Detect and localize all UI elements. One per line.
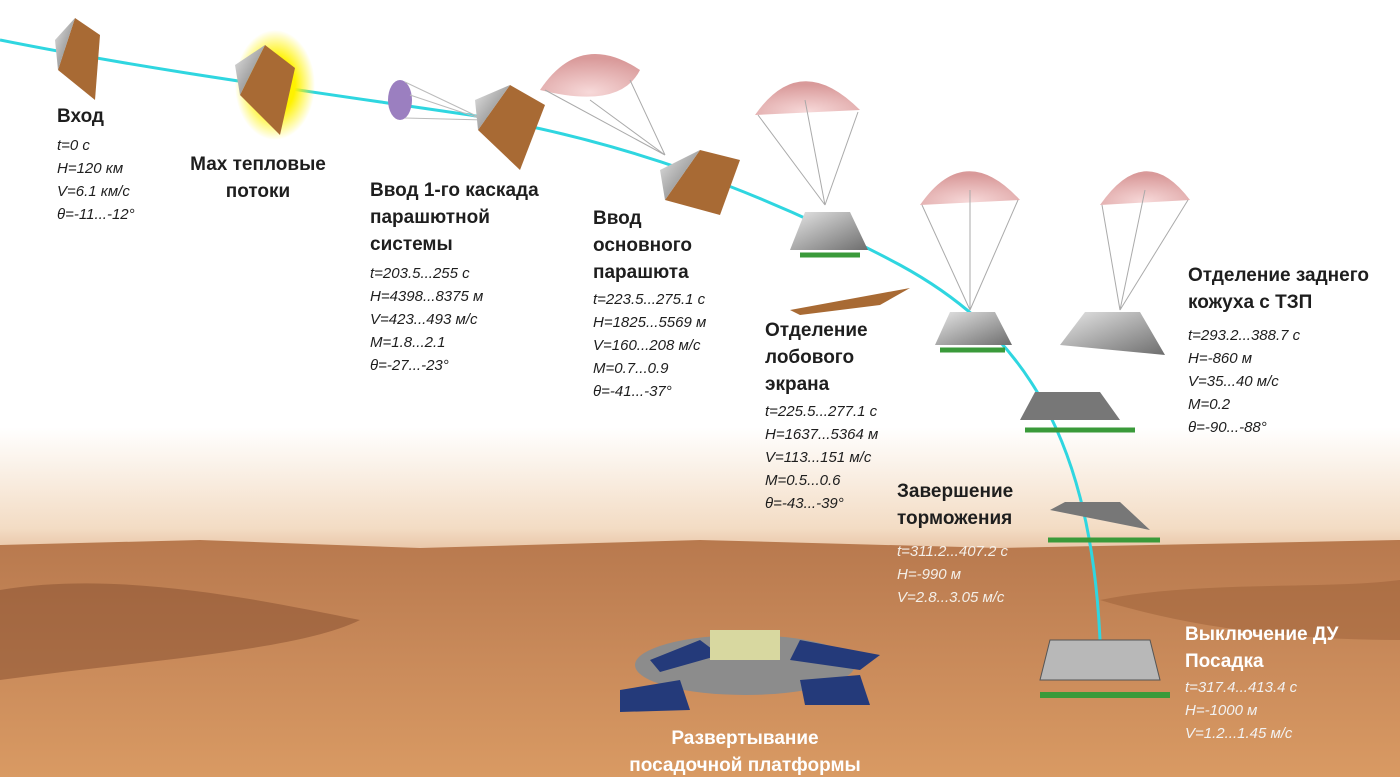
stage-title: парашютной [370,207,490,228]
stage-title: кожуха с ТЗП [1188,292,1312,313]
stage-title: системы [370,234,453,255]
stage-param: H=4398...8375 м [370,288,483,305]
stage-title: Выключение ДУ [1185,624,1339,645]
stage-param: M=1.8...2.1 [370,334,445,351]
stage-param: V=2.8...3.05 м/с [897,589,1005,606]
stage-title: лобового [765,347,854,368]
stage-param: H=1637...5364 м [765,426,878,443]
stage-title: Развертывание [671,728,818,749]
stage-param: H=-1000 м [1185,702,1257,719]
stage-param: M=0.5...0.6 [765,472,841,489]
stage-param: H=-860 м [1188,350,1252,367]
illustration: Вход t=0 с H=120 км V=6.1 км/с θ=-11...-12° М… [0,0,1400,777]
stage-title: Ввод 1-го каскада [370,180,539,201]
stage-param: H=120 км [57,160,123,177]
stage-param: θ=-11...-12° [57,206,135,223]
stage-param: t=293.2...388.7 с [1188,327,1301,344]
stage-param: t=225.5...277.1 с [765,403,878,420]
stage-param: t=317.4...413.4 с [1185,679,1298,696]
stage-title: Ввод [593,208,642,229]
stage-title: Отделение заднего [1188,265,1369,286]
stage-param: θ=-90...-88° [1188,419,1267,436]
stage-title: Посадка [1185,651,1264,672]
stage-param: θ=-27...-23° [370,357,449,374]
stage-param: t=311.2...407.2 с [897,543,1009,560]
stage-param: t=223.5...275.1 с [593,291,706,308]
stage-param: V=113...151 м/с [765,449,872,466]
stage-title: экрана [765,374,830,395]
stage-title: Завершение [897,481,1013,502]
page: {"stages": [ {"title": ["Вход"], "params… [0,0,1400,777]
stage-title: Мах тепловые [190,154,326,175]
stage-title: основного [593,235,692,256]
stage-param: t=203.5...255 с [370,265,470,282]
stage-param: V=423...493 м/с [370,311,478,328]
stage-param: V=6.1 км/с [57,183,130,200]
stage-title: торможения [897,508,1012,529]
stage-title: Отделение [765,320,868,341]
stage-title: посадочной платформы [629,755,861,776]
stage-title: парашюта [593,262,689,283]
stage-param: V=1.2...1.45 м/с [1185,725,1293,742]
stage-param: θ=-43...-39° [765,495,844,512]
stage-title: Вход [57,106,104,127]
stage-param: θ=-41...-37° [593,383,672,400]
stage-param: V=35...40 м/с [1188,373,1279,390]
stage-param: M=0.2 [1188,396,1231,413]
stage-param: H=-990 м [897,566,961,583]
stage-param: M=0.7...0.9 [593,360,669,377]
stage-param: V=160...208 м/с [593,337,701,354]
stage-param: H=1825...5569 м [593,314,706,331]
stage-title: потоки [226,181,290,202]
stage-param: t=0 с [57,137,90,154]
